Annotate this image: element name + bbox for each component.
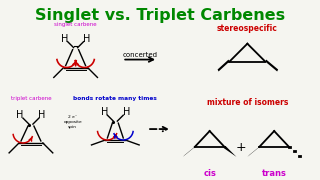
Text: mixture of isomers: mixture of isomers xyxy=(207,98,288,107)
Text: triplet carbene: triplet carbene xyxy=(11,96,51,101)
Text: H: H xyxy=(123,107,130,117)
Polygon shape xyxy=(247,146,260,157)
Text: H: H xyxy=(16,110,24,120)
Text: H: H xyxy=(101,107,108,117)
Text: H: H xyxy=(38,110,45,120)
Polygon shape xyxy=(218,60,229,71)
Text: trans: trans xyxy=(262,169,287,178)
Polygon shape xyxy=(224,146,236,157)
Text: stereospecific: stereospecific xyxy=(217,24,278,33)
Text: concerted: concerted xyxy=(123,52,158,58)
Text: singlet carbene: singlet carbene xyxy=(54,22,97,27)
Polygon shape xyxy=(183,146,196,157)
Polygon shape xyxy=(265,60,278,71)
Text: H: H xyxy=(83,34,90,44)
Text: bonds rotate many times: bonds rotate many times xyxy=(73,96,157,101)
Text: cis: cis xyxy=(203,169,216,178)
Text: H: H xyxy=(61,34,68,44)
Text: Singlet vs. Triplet Carbenes: Singlet vs. Triplet Carbenes xyxy=(35,8,285,23)
Text: +: + xyxy=(236,141,247,154)
Text: 2 e⁻
opposite
spin: 2 e⁻ opposite spin xyxy=(63,115,82,129)
